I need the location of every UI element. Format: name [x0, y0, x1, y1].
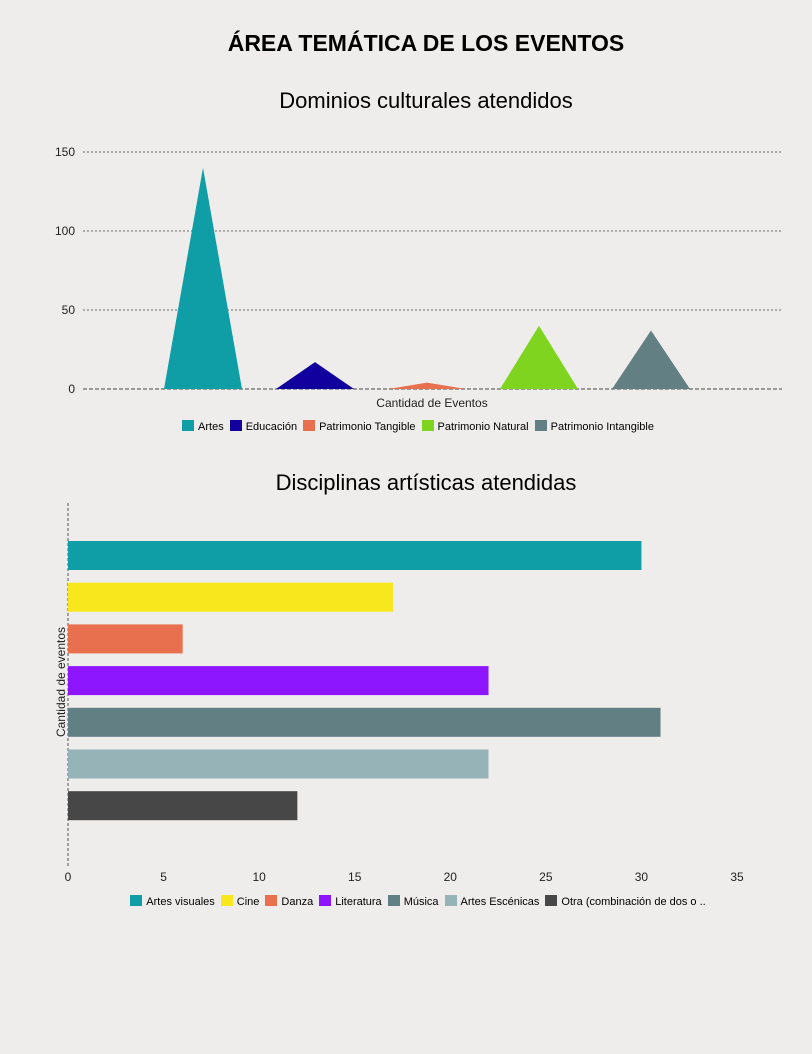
- y-axis-label: Cantidad de eventos: [54, 627, 68, 737]
- legend-swatch: [421, 420, 434, 431]
- chart2-title: Disciplinas artísticas atendidas: [275, 470, 577, 495]
- legend-swatch: [182, 420, 195, 431]
- area-peak-4: [612, 330, 690, 389]
- legend-swatch: [534, 420, 547, 431]
- y-tick-label: 100: [55, 224, 75, 238]
- area-peak-3: [500, 325, 578, 389]
- bar-5: [68, 749, 489, 779]
- legend-label: Otra (combinación de dos o ..: [561, 896, 706, 908]
- y-tick-label: 50: [62, 303, 76, 317]
- legend-label: Música: [403, 896, 439, 908]
- legend-item[interactable]: Otra (combinación de dos o ..: [545, 895, 706, 908]
- x-axis-label: Cantidad de Eventos: [376, 396, 487, 410]
- legend-label: Artes visuales: [146, 896, 215, 908]
- legend-item[interactable]: Música: [387, 895, 439, 908]
- bar-2: [68, 624, 183, 654]
- bar-3: [68, 666, 489, 696]
- legend-label: Educación: [245, 421, 298, 433]
- legend-swatch: [444, 895, 457, 906]
- legend-label: Danza: [281, 896, 314, 908]
- legend-item[interactable]: Literatura: [319, 895, 382, 908]
- area-peak-0: [164, 167, 242, 389]
- legend-item[interactable]: Patrimonio Natural: [421, 420, 529, 433]
- x-tick-label: 15: [348, 870, 362, 884]
- x-tick-label: 35: [730, 870, 744, 884]
- bar-0: [68, 541, 642, 570]
- legend-item[interactable]: Danza: [265, 895, 313, 908]
- legend-swatch: [229, 420, 242, 431]
- bar-4: [68, 707, 661, 737]
- legend-item[interactable]: Patrimonio Intangible: [534, 420, 654, 433]
- x-tick-label: 0: [65, 870, 72, 884]
- bar-1: [68, 582, 393, 612]
- legend-label: Artes: [198, 421, 224, 433]
- y-tick-label: 150: [55, 145, 75, 159]
- legend-label: Patrimonio Natural: [437, 421, 529, 433]
- legend-item[interactable]: Cine: [220, 895, 260, 908]
- legend-label: Patrimonio Intangible: [550, 421, 654, 433]
- legend-swatch: [130, 895, 143, 906]
- legend-swatch: [220, 895, 233, 906]
- legend-label: Cine: [236, 896, 260, 908]
- x-tick-label: 30: [635, 870, 649, 884]
- x-tick-label: 5: [160, 870, 167, 884]
- legend-label: Patrimonio Tangible: [319, 421, 416, 433]
- legend-label: Literatura: [335, 896, 382, 908]
- area-peak-2: [388, 382, 466, 389]
- legend-item[interactable]: Artes Escénicas: [444, 895, 540, 908]
- page-title: ÁREA TEMÁTICA DE LOS EVENTOS: [227, 30, 625, 56]
- area-peak-1: [276, 362, 354, 389]
- chart2-legend: Artes visuales Cine Danza Literatura Música A…: [0, 895, 812, 908]
- legend-label: Artes Escénicas: [460, 896, 540, 908]
- legend-item[interactable]: Educación: [229, 420, 298, 433]
- x-tick-label: 20: [444, 870, 458, 884]
- legend-swatch: [545, 895, 558, 906]
- legend-swatch: [387, 895, 400, 906]
- chart1-title: Dominios culturales atendidos: [279, 88, 573, 113]
- y-tick-label: 0: [68, 382, 75, 396]
- x-tick-label: 25: [539, 870, 553, 884]
- bar-6: [68, 791, 298, 821]
- legend-item[interactable]: Artes: [182, 420, 224, 433]
- chart1-legend: Artes Educación Patrimonio Tangible Patrimo…: [0, 420, 812, 433]
- legend-swatch: [265, 895, 278, 906]
- legend-swatch: [319, 895, 332, 906]
- legend-swatch: [303, 420, 316, 431]
- legend-item[interactable]: Artes visuales: [130, 895, 215, 908]
- legend-item[interactable]: Patrimonio Tangible: [303, 420, 416, 433]
- x-tick-label: 10: [252, 870, 266, 884]
